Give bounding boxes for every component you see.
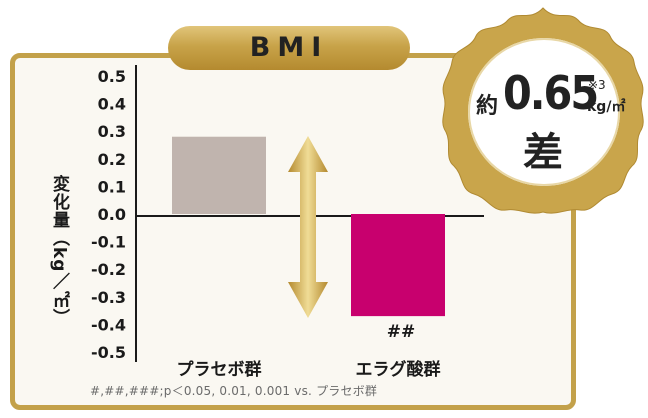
significance-label: ## <box>387 322 416 342</box>
y-tick-label: 0.5 <box>98 67 126 86</box>
badge-unit: kg/㎡ <box>587 99 626 115</box>
footnote: #,##,###;p＜0.05, 0.01, 0.001 vs. プラセボ群 <box>90 384 378 398</box>
badge-note: ※3 <box>588 78 606 92</box>
chart-title: BMI <box>168 26 410 70</box>
y-tick-label: -0.5 <box>91 343 126 362</box>
seal-face <box>468 38 620 186</box>
y-tick-label: -0.1 <box>91 233 126 252</box>
category-label-placebo: プラセボ群 <box>177 359 262 380</box>
y-tick-label: 0.0 <box>98 205 126 224</box>
y-tick-label: 0.4 <box>98 95 126 114</box>
y-tick-label: -0.3 <box>91 288 126 307</box>
badge-value: 0.65 <box>503 66 599 120</box>
bar-placebo <box>172 136 266 214</box>
y-axis-label: 変化量（kg／㎡） <box>49 175 69 327</box>
difference-arrow <box>288 136 328 318</box>
y-tick-label: 0.2 <box>98 150 126 169</box>
y-tick-label: -0.4 <box>91 315 126 334</box>
badge-prefix: 約 <box>476 94 499 119</box>
badge-suffix: 差 <box>523 130 563 176</box>
y-tick-label: 0.3 <box>98 122 126 141</box>
category-label-ellagic: エラグ酸群 <box>356 359 441 380</box>
y-tick-label: -0.2 <box>91 260 126 279</box>
bar-ellagic <box>351 214 445 317</box>
y-tick-label: 0.1 <box>98 177 126 196</box>
